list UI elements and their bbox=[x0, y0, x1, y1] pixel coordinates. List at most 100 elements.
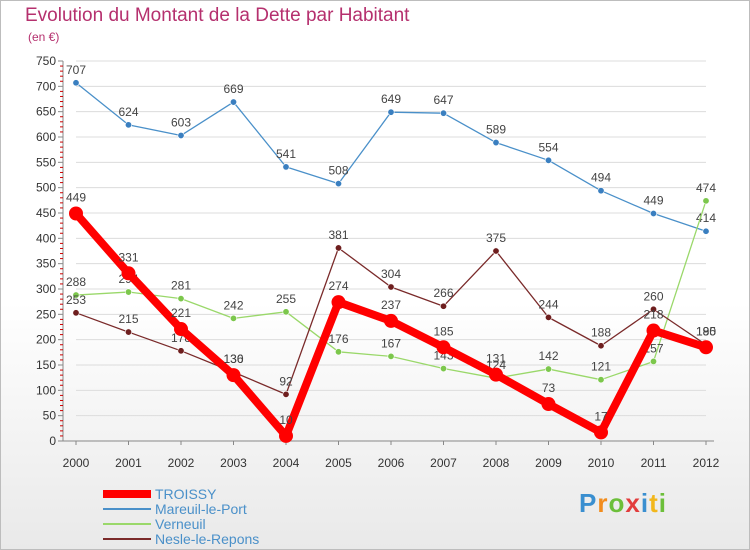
legend-label: TROISSY bbox=[155, 486, 217, 502]
data-label: 244 bbox=[538, 297, 558, 311]
legend-swatch bbox=[103, 508, 151, 510]
logo-letter: o bbox=[608, 488, 626, 518]
data-label: 131 bbox=[486, 352, 506, 366]
data-point bbox=[174, 322, 188, 337]
data-point bbox=[331, 295, 346, 310]
x-tick-label: 2001 bbox=[115, 456, 142, 470]
x-tick-label: 2005 bbox=[325, 456, 352, 470]
data-label: 304 bbox=[381, 267, 401, 281]
data-label: 188 bbox=[591, 326, 611, 340]
data-label: 281 bbox=[171, 279, 191, 293]
data-point bbox=[282, 163, 290, 171]
data-label: 449 bbox=[643, 194, 663, 208]
data-point bbox=[72, 309, 80, 317]
data-point bbox=[439, 109, 447, 117]
legend-label: Nesle-le-Repons bbox=[155, 531, 260, 547]
data-label: 190 bbox=[696, 325, 716, 339]
y-tick-label: 250 bbox=[36, 307, 56, 321]
data-point bbox=[439, 365, 447, 373]
y-tick-label: 700 bbox=[36, 79, 56, 93]
data-label: 331 bbox=[118, 250, 138, 264]
x-tick-label: 2010 bbox=[588, 456, 615, 470]
data-point bbox=[436, 340, 451, 355]
data-point bbox=[492, 247, 500, 255]
y-tick-label: 0 bbox=[49, 434, 56, 448]
data-label: 260 bbox=[643, 289, 663, 303]
data-point bbox=[279, 428, 293, 443]
data-label: 266 bbox=[433, 286, 453, 300]
data-label: 589 bbox=[486, 123, 506, 137]
data-label: 237 bbox=[381, 298, 401, 312]
data-label: 92 bbox=[279, 374, 293, 388]
data-point bbox=[230, 98, 238, 106]
data-label: 167 bbox=[381, 336, 401, 350]
data-label: 603 bbox=[171, 115, 191, 129]
data-label: 136 bbox=[223, 352, 243, 366]
data-point bbox=[594, 425, 608, 440]
data-point bbox=[334, 348, 342, 356]
data-point bbox=[544, 365, 552, 373]
data-point bbox=[649, 357, 657, 365]
data-label: 624 bbox=[118, 105, 138, 119]
data-point bbox=[492, 139, 500, 147]
data-label: 221 bbox=[171, 306, 191, 320]
data-label: 121 bbox=[591, 360, 611, 374]
legend-label: Verneuil bbox=[155, 516, 206, 532]
data-point bbox=[544, 156, 552, 164]
data-label: 17 bbox=[594, 409, 608, 423]
x-tick-label: 2002 bbox=[168, 456, 195, 470]
legend-swatch bbox=[103, 523, 151, 525]
data-point bbox=[489, 367, 503, 382]
x-tick-label: 2007 bbox=[430, 456, 457, 470]
data-label: 253 bbox=[66, 293, 86, 307]
legend-swatch bbox=[103, 538, 151, 540]
data-point bbox=[72, 291, 80, 299]
data-label: 541 bbox=[276, 147, 296, 161]
data-label: 449 bbox=[66, 191, 86, 205]
data-label: 215 bbox=[118, 312, 138, 326]
data-label: 474 bbox=[696, 181, 716, 195]
data-point bbox=[177, 131, 185, 139]
data-point bbox=[699, 340, 713, 355]
data-label: 176 bbox=[328, 332, 348, 346]
data-point bbox=[226, 368, 241, 383]
data-point bbox=[121, 266, 136, 281]
logo-letter: t bbox=[649, 488, 659, 518]
data-label: 494 bbox=[591, 171, 611, 185]
data-point bbox=[125, 288, 133, 296]
data-point bbox=[125, 328, 133, 336]
y-tick-label: 500 bbox=[36, 181, 56, 195]
data-point bbox=[439, 302, 447, 310]
data-label: 707 bbox=[66, 63, 86, 77]
legend-label: Mareuil-le-Port bbox=[155, 501, 247, 517]
data-point bbox=[230, 314, 238, 322]
y-tick-label: 400 bbox=[36, 231, 56, 245]
data-label: 10 bbox=[279, 413, 293, 427]
data-point bbox=[72, 79, 80, 87]
y-tick-label: 150 bbox=[36, 358, 56, 372]
data-point bbox=[544, 313, 552, 321]
data-label: 647 bbox=[433, 93, 453, 107]
data-point bbox=[177, 295, 185, 303]
data-point bbox=[125, 121, 133, 129]
x-tick-label: 2000 bbox=[63, 456, 90, 470]
data-point bbox=[541, 397, 556, 412]
data-point bbox=[387, 352, 395, 360]
data-label: 185 bbox=[696, 324, 716, 338]
data-label: 649 bbox=[381, 92, 401, 106]
data-label: 508 bbox=[328, 164, 348, 178]
logo-letter: P bbox=[579, 488, 598, 518]
x-tick-label: 2004 bbox=[273, 456, 300, 470]
data-label: 255 bbox=[276, 292, 296, 306]
y-tick-label: 450 bbox=[36, 206, 56, 220]
data-point bbox=[649, 210, 657, 218]
data-label: 669 bbox=[223, 82, 243, 96]
y-tick-label: 200 bbox=[36, 333, 56, 347]
data-point bbox=[282, 390, 290, 398]
data-label: 274 bbox=[328, 279, 348, 293]
y-tick-label: 100 bbox=[36, 383, 56, 397]
data-label: 185 bbox=[433, 324, 453, 338]
data-point bbox=[387, 283, 395, 291]
y-tick-label: 300 bbox=[36, 282, 56, 296]
